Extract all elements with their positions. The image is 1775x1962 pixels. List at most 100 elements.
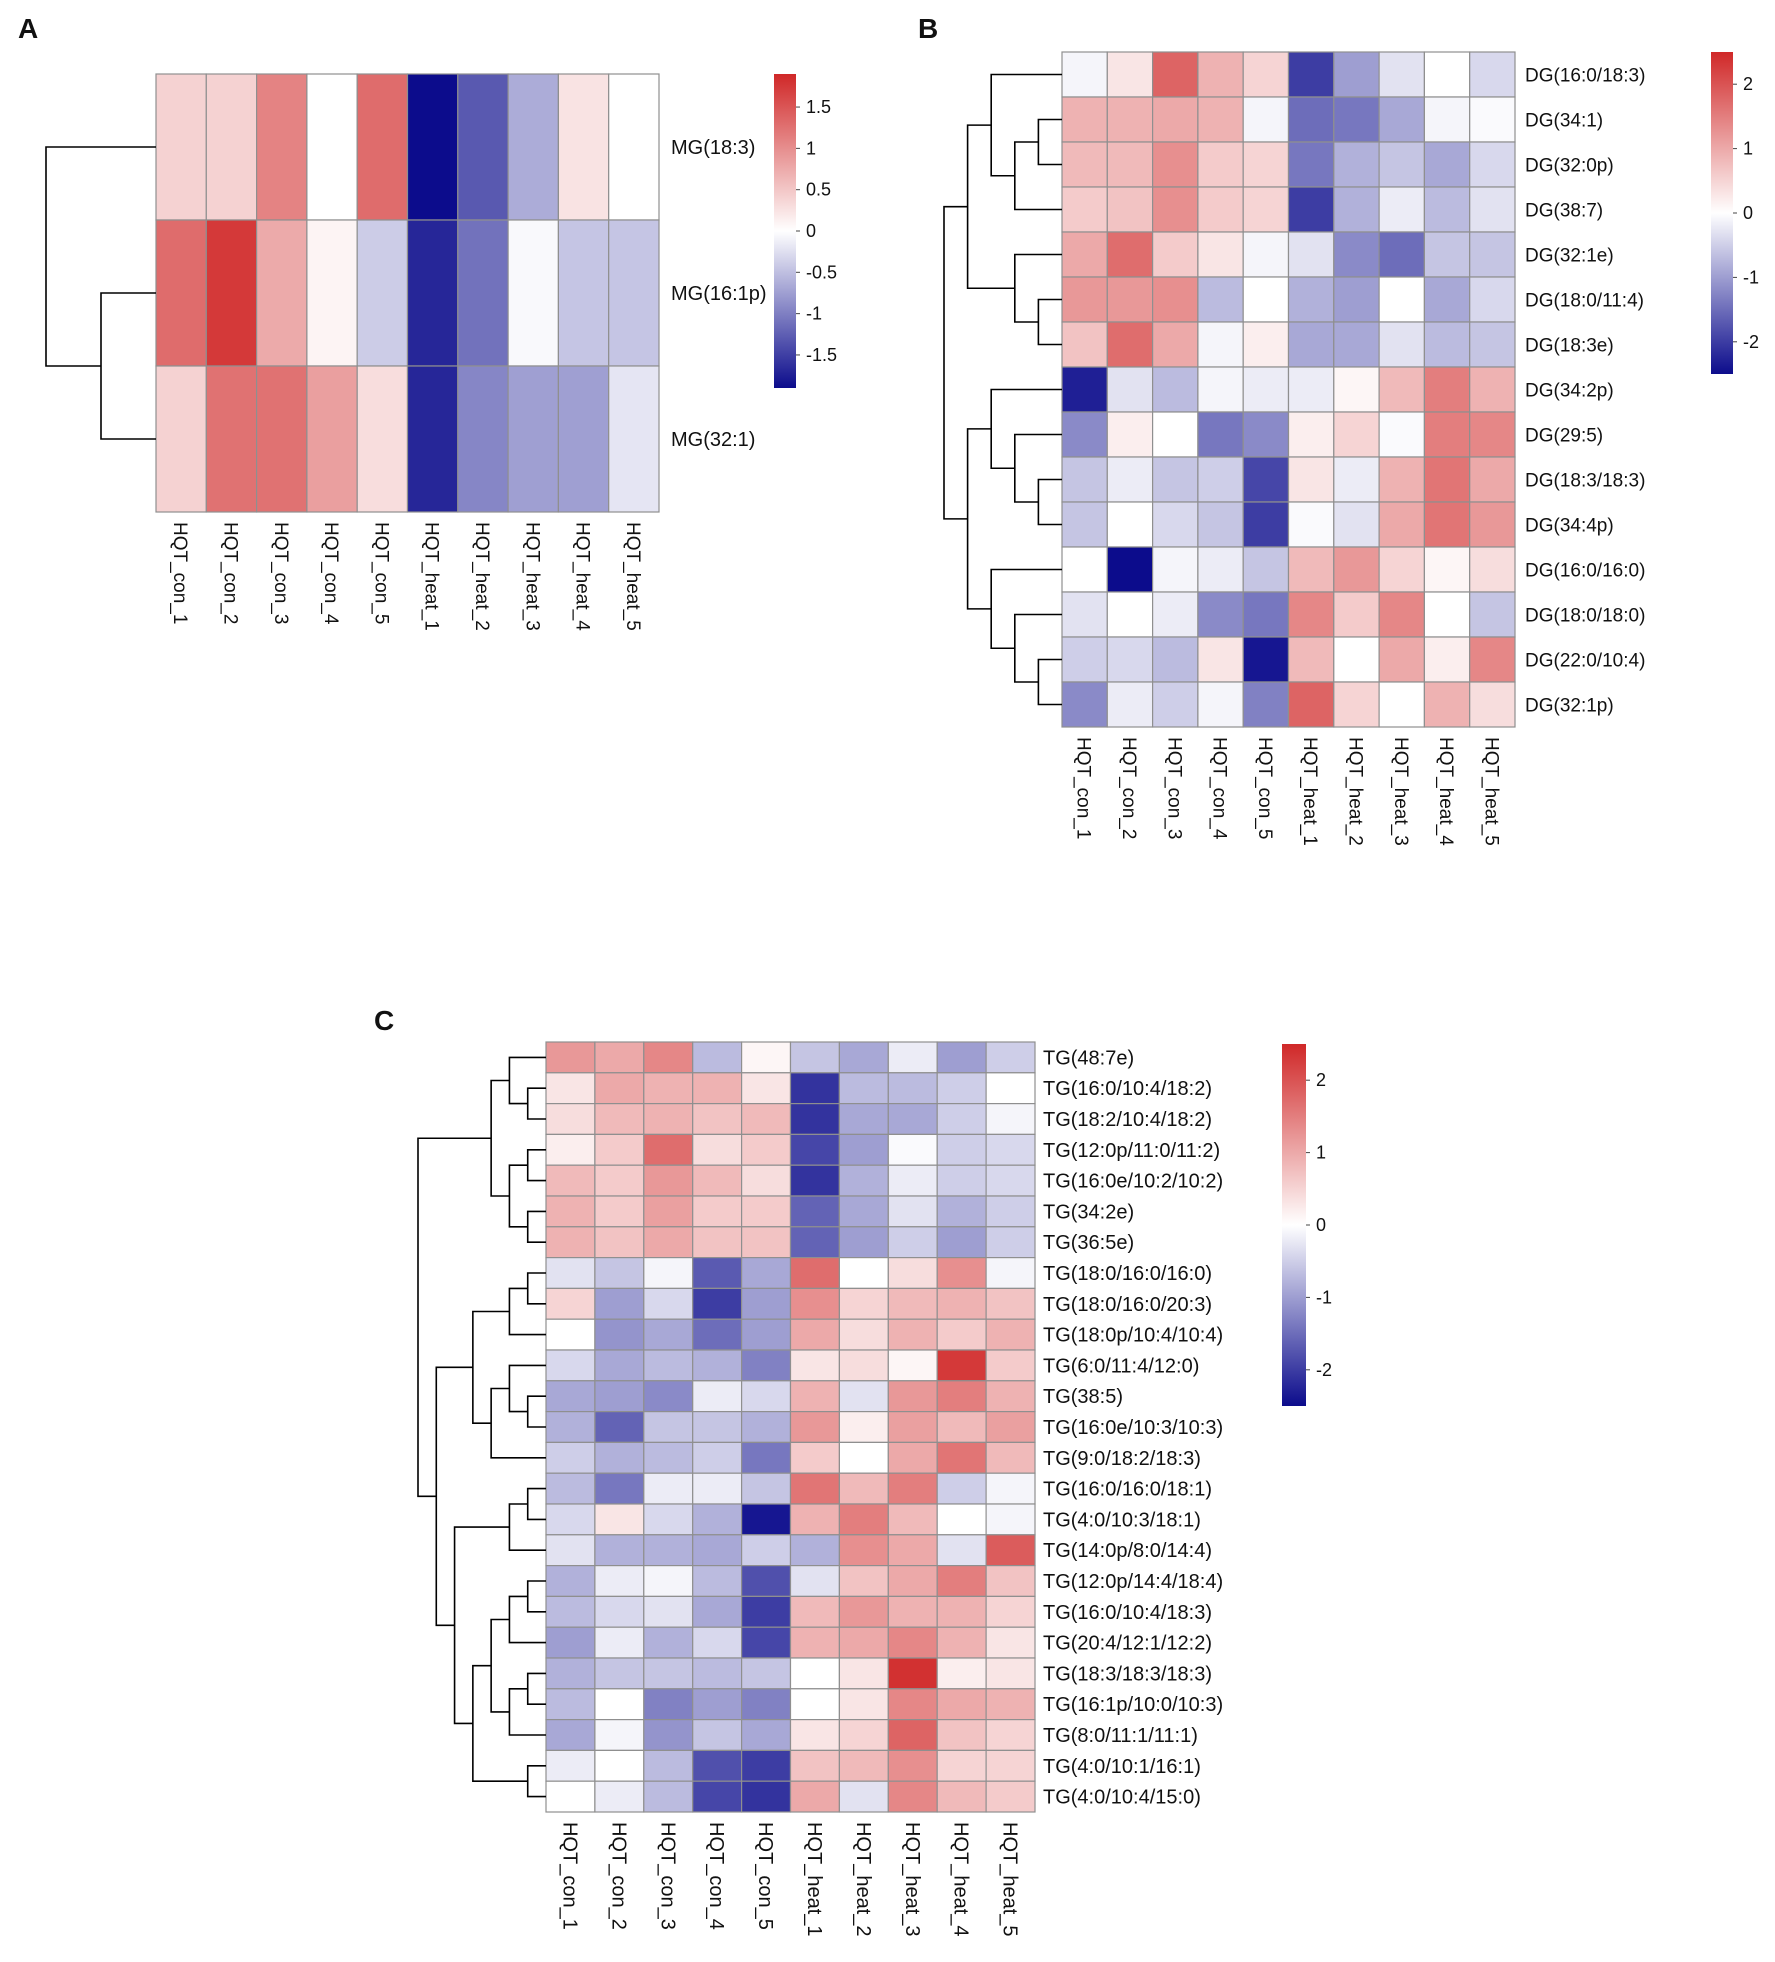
panel-c-heatmap-cell bbox=[985, 1256, 1036, 1289]
panel-b-heatmap-cell bbox=[1287, 186, 1335, 233]
panel-c-heatmap-cell bbox=[692, 1226, 743, 1259]
panel-c-heatmap-cell bbox=[594, 1349, 645, 1382]
panel-c-heatmap-cell bbox=[985, 1410, 1036, 1443]
panel-c-heatmap-cell bbox=[545, 1226, 596, 1259]
panel-b-heatmap-cell bbox=[1333, 411, 1380, 458]
panel-b-heatmap-cell bbox=[1287, 546, 1335, 593]
panel-a-heatmap-cell bbox=[155, 73, 207, 221]
panel-b-heatmap-cell bbox=[1242, 411, 1290, 458]
panel-a-row-label-mg-18-3: MG(18:3) bbox=[671, 137, 755, 159]
panel-c-heatmap-cell bbox=[643, 1718, 694, 1751]
panel-c-heatmap-cell bbox=[594, 1595, 645, 1628]
panel-c-row-label-tg-14-0p-8-0-14-4: TG(14:0p/8:0/14:4) bbox=[1043, 1540, 1212, 1562]
panel-c-heatmap-cell bbox=[985, 1688, 1036, 1721]
panel-b-heatmap-cell bbox=[1378, 456, 1425, 503]
panel-c-row-label-tg-16-0-10-4-18-2: TG(16:0/10:4/18:2) bbox=[1043, 1078, 1212, 1100]
panel-b-row-label-dg-22-0-10-4: DG(22:0/10:4) bbox=[1525, 651, 1645, 672]
panel-c-heatmap-cell bbox=[594, 1688, 645, 1721]
panel-b-heatmap-cell bbox=[1333, 546, 1380, 593]
panel-a-legend-tick-label: -1.5 bbox=[806, 345, 837, 365]
panel-c-heatmap-cell bbox=[643, 1534, 694, 1567]
panel-c-heatmap-cell bbox=[789, 1195, 841, 1228]
panel-c-heatmap-cell bbox=[838, 1226, 889, 1259]
panel-a-col-label-hqt-con-2: HQT_con_2 bbox=[219, 522, 240, 624]
panel-c-heatmap-cell bbox=[936, 1318, 987, 1351]
panel-c-legend-tick-label: 0 bbox=[1316, 1215, 1326, 1235]
panel-b-heatmap-cell bbox=[1197, 96, 1244, 143]
panel-b-heatmap-cell bbox=[1469, 321, 1516, 368]
panel-b-heatmap-cell bbox=[1242, 366, 1290, 413]
panel-b-heatmap-cell bbox=[1151, 681, 1199, 728]
panel-b-heatmap-cell bbox=[1151, 141, 1199, 188]
panel-c-heatmap-cell bbox=[887, 1256, 938, 1289]
panel-c-col-label-hqt-heat-1: HQT_heat_1 bbox=[803, 1822, 825, 1937]
panel-b-heatmap-cell bbox=[1469, 366, 1516, 413]
panel-b-dendrogram-branch bbox=[943, 205, 968, 520]
panel-a-dendrogram-branch bbox=[100, 292, 156, 440]
panel-a-dendrogram-branch bbox=[45, 146, 156, 367]
panel-b-heatmap-cell bbox=[1333, 681, 1380, 728]
panel-b-heatmap-cell bbox=[1061, 96, 1108, 143]
panel-b-heatmap-cell bbox=[1151, 276, 1199, 323]
panel-c-heatmap-cell bbox=[545, 1380, 596, 1413]
panel-c-heatmap-cell bbox=[838, 1195, 889, 1228]
panel-c-heatmap-cell bbox=[545, 1410, 596, 1443]
panel-a-col-label-hqt-heat-5: HQT_heat_5 bbox=[622, 522, 643, 631]
panel-b-heatmap-cell bbox=[1061, 366, 1108, 413]
panel-c-heatmap-cell bbox=[887, 1226, 938, 1259]
panel-c-heatmap-cell bbox=[545, 1780, 596, 1813]
panel-c-heatmap-cell bbox=[789, 1626, 841, 1659]
panel-c-col-label-hqt-heat-5: HQT_heat_5 bbox=[999, 1822, 1021, 1937]
panel-b-heatmap-cell bbox=[1197, 366, 1244, 413]
panel-c-heatmap-cell bbox=[838, 1749, 889, 1782]
panel-a-col-label-hqt-con-3: HQT_con_3 bbox=[270, 522, 291, 624]
panel-c-heatmap-cell bbox=[887, 1534, 938, 1567]
panel-b-dendrogram-branch bbox=[990, 568, 1062, 650]
panel-b-row-label-dg-32-0p: DG(32:0p) bbox=[1525, 156, 1614, 177]
panel-b-heatmap-cell bbox=[1378, 501, 1425, 548]
panel-c-heatmap-cell bbox=[887, 1164, 938, 1197]
panel-c-dendrogram-branch bbox=[472, 1664, 528, 1782]
panel-b-heatmap-cell bbox=[1423, 366, 1471, 413]
panel-b-heatmap-cell bbox=[1423, 501, 1471, 548]
panel-c-row-label-tg-4-0-10-3-18-1: TG(4:0/10:3/18:1) bbox=[1043, 1509, 1201, 1531]
panel-c-heatmap-cell bbox=[838, 1072, 889, 1105]
panel-c-heatmap-cell bbox=[936, 1380, 987, 1413]
panel-c-heatmap-cell bbox=[936, 1041, 987, 1074]
panel-c-heatmap-cell bbox=[643, 1657, 694, 1690]
panel-c-heatmap-cell bbox=[887, 1503, 938, 1536]
panel-b-heatmap-cell bbox=[1106, 411, 1154, 458]
panel-c-heatmap-cell bbox=[838, 1287, 889, 1320]
panel-b-heatmap-cell bbox=[1242, 591, 1290, 638]
panel-c-heatmap-cell bbox=[594, 1164, 645, 1197]
panel-c-row-label-tg-18-0p-10-4-10-4: TG(18:0p/10:4/10:4) bbox=[1043, 1325, 1223, 1347]
panel-a-heatmap-cell bbox=[356, 219, 409, 367]
panel-c-col-label-hqt-con-3: HQT_con_3 bbox=[656, 1822, 678, 1930]
panel-c-heatmap-cell bbox=[692, 1780, 743, 1813]
panel-c-heatmap-cell bbox=[789, 1441, 841, 1474]
panel-c-heatmap-cell bbox=[692, 1472, 743, 1505]
panel-c-dendrogram-branch bbox=[453, 1526, 510, 1725]
panel-c-heatmap-cell bbox=[740, 1195, 792, 1228]
panel-a-heatmap-cell bbox=[155, 219, 207, 367]
panel-c-heatmap-cell bbox=[545, 1318, 596, 1351]
panel-b-row-label-dg-29-5: DG(29:5) bbox=[1525, 426, 1603, 447]
panel-b-heatmap-cell bbox=[1469, 276, 1516, 323]
panel-c-heatmap-cell bbox=[838, 1041, 889, 1074]
panel-c-heatmap-cell bbox=[692, 1441, 743, 1474]
panel-c-dendrogram-branch bbox=[435, 1366, 473, 1627]
panel-a-legend-tick-label: 1 bbox=[806, 138, 816, 158]
panel-b-heatmap-cell bbox=[1197, 51, 1244, 98]
panel-b-heatmap-cell bbox=[1423, 321, 1471, 368]
panel-a-legend-tick-label: 0.5 bbox=[806, 180, 831, 200]
panel-a-heatmap-cell bbox=[507, 73, 560, 221]
panel-b-heatmap-cell bbox=[1106, 591, 1154, 638]
panel-c-heatmap-cell bbox=[789, 1688, 841, 1721]
panel-b-heatmap-cell bbox=[1333, 186, 1380, 233]
panel-c-heatmap-cell bbox=[740, 1102, 792, 1135]
panel-c-heatmap-cell bbox=[838, 1534, 889, 1567]
panel-c-heatmap-cell bbox=[936, 1472, 987, 1505]
panel-c-heatmap-cell bbox=[740, 1564, 792, 1597]
panel-c-heatmap-cell bbox=[936, 1534, 987, 1567]
